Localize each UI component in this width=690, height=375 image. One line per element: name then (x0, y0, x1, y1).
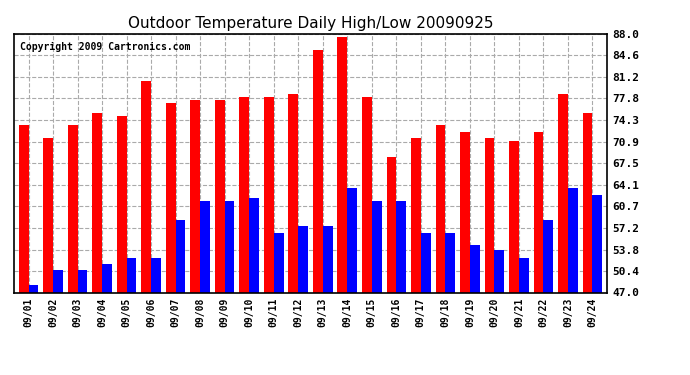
Bar (347, 188, 357, 292)
Bar (544, 220, 553, 292)
Bar (239, 97, 249, 292)
Bar (593, 195, 602, 292)
Bar (435, 125, 445, 292)
Bar (509, 141, 519, 292)
Bar (558, 94, 568, 292)
Bar (582, 112, 593, 292)
Bar (92, 112, 102, 292)
Bar (421, 232, 431, 292)
Bar (445, 232, 455, 292)
Bar (19, 125, 28, 292)
Bar (117, 116, 126, 292)
Bar (533, 132, 544, 292)
Title: Outdoor Temperature Daily High/Low 20090925: Outdoor Temperature Daily High/Low 20090… (128, 16, 493, 31)
Bar (141, 81, 151, 292)
Bar (288, 94, 298, 292)
Bar (176, 220, 186, 292)
Bar (68, 125, 77, 292)
Bar (411, 138, 421, 292)
Bar (151, 258, 161, 292)
Bar (225, 201, 235, 292)
Bar (215, 100, 225, 292)
Bar (126, 258, 137, 292)
Bar (396, 201, 406, 292)
Bar (386, 157, 396, 292)
Bar (568, 188, 578, 292)
Bar (102, 264, 112, 292)
Bar (519, 258, 529, 292)
Bar (77, 270, 88, 292)
Bar (495, 250, 504, 292)
Bar (43, 138, 53, 292)
Bar (323, 226, 333, 292)
Bar (313, 50, 323, 292)
Bar (298, 226, 308, 292)
Bar (200, 201, 210, 292)
Bar (28, 285, 39, 292)
Text: Copyright 2009 Cartronics.com: Copyright 2009 Cartronics.com (20, 42, 190, 51)
Bar (190, 100, 200, 292)
Bar (460, 132, 470, 292)
Bar (362, 97, 372, 292)
Bar (264, 97, 274, 292)
Bar (372, 201, 382, 292)
Bar (337, 37, 347, 292)
Bar (484, 138, 495, 292)
Bar (166, 103, 176, 292)
Bar (53, 270, 63, 292)
Bar (249, 198, 259, 292)
Bar (274, 232, 284, 292)
Bar (470, 245, 480, 292)
